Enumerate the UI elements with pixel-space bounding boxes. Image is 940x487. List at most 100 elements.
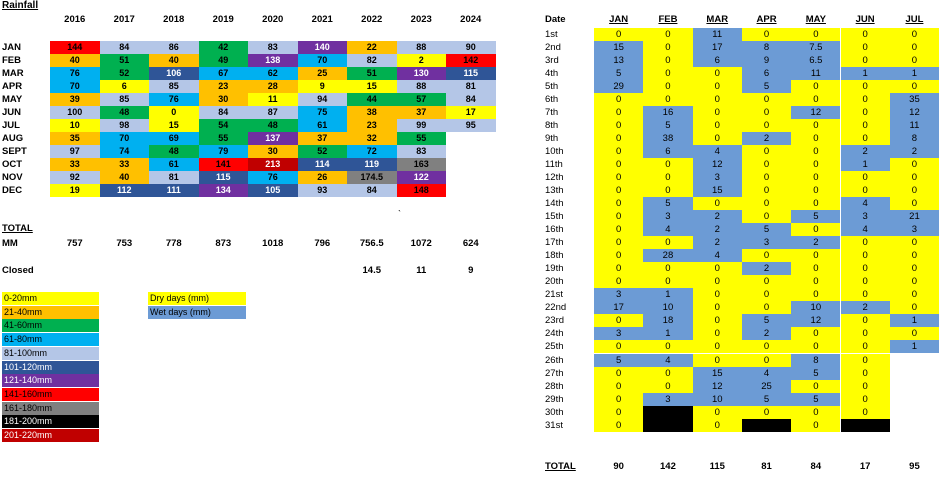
day-label: 4th xyxy=(545,68,559,80)
daily-cell: 6 xyxy=(692,54,742,68)
daily-cell: 0 xyxy=(840,54,890,68)
daily-month-total: 142 xyxy=(660,461,676,472)
daily-cell: 0 xyxy=(692,340,742,354)
daily-cell: 6 xyxy=(741,67,792,81)
daily-cell: 1 xyxy=(643,327,693,341)
rainfall-cell: 122 xyxy=(396,171,446,184)
year-total: 778 xyxy=(165,238,182,249)
day-label: 21st xyxy=(545,289,563,301)
rainfall-cell: 84 xyxy=(446,93,496,106)
daily-cell: 0 xyxy=(741,184,792,198)
rainfall-cell: 137 xyxy=(248,132,298,145)
rainfall-cell: 174.5 xyxy=(347,171,397,184)
daily-cell: 0 xyxy=(889,327,940,341)
day-label: 15th xyxy=(545,211,564,223)
daily-cell: 0 xyxy=(594,145,644,159)
month-label: JAN xyxy=(2,42,22,53)
daily-cell: 0 xyxy=(840,132,890,146)
day-label: 10th xyxy=(545,146,564,158)
rainfall-cell: 83 xyxy=(248,41,298,54)
day-label: 1st xyxy=(545,29,558,40)
daily-cell: 0 xyxy=(643,93,693,107)
daily-cell: 0 xyxy=(840,93,890,107)
daily-month-header: FEB xyxy=(658,14,678,25)
daily-cell: 12 xyxy=(791,106,841,120)
daily-cell: 0 xyxy=(643,366,693,380)
daily-cell: 0 xyxy=(840,171,890,185)
rainfall-cell: 115 xyxy=(446,67,496,80)
daily-cell: 0 xyxy=(594,28,644,41)
daily-cell: 0 xyxy=(840,353,890,367)
year-total: 1018 xyxy=(262,238,284,249)
daily-cell: 0 xyxy=(594,366,644,380)
daily-cell: 8 xyxy=(741,41,792,55)
daily-cell: 11 xyxy=(889,119,940,133)
daily-cell: 2 xyxy=(692,210,742,224)
rainfall-cell: 25 xyxy=(297,67,347,80)
daily-cell: 0 xyxy=(594,236,644,250)
rainfall-cell: 112 xyxy=(99,184,149,197)
rainfall-cell: 28 xyxy=(248,80,298,93)
daily-cell: 0 xyxy=(741,119,792,133)
rainfall-cell: 84 xyxy=(99,41,149,54)
daily-cell: 0 xyxy=(889,171,940,185)
rainfall-cell: 62 xyxy=(248,67,298,80)
sheet-title: Rainfall xyxy=(2,0,39,11)
daily-cell: 0 xyxy=(791,327,841,341)
day-label: 8th xyxy=(545,120,559,132)
daily-cell: 2 xyxy=(741,132,792,146)
daily-cell: 0 xyxy=(791,223,841,237)
daily-cell: 0 xyxy=(791,132,841,146)
day-label: 22nd xyxy=(545,302,567,314)
daily-cell: 4 xyxy=(840,223,890,237)
day-label: 18th xyxy=(545,250,564,262)
rainfall-cell: 23 xyxy=(198,80,248,93)
year-header: 2019 xyxy=(212,14,234,25)
blocked-day-cell xyxy=(643,405,693,419)
daily-cell: 0 xyxy=(594,418,644,432)
daily-cell: 0 xyxy=(889,28,940,41)
daily-cell: 1 xyxy=(889,340,940,354)
year-header: 2023 xyxy=(410,14,432,25)
daily-cell: 2 xyxy=(741,327,792,341)
daily-cell: 4 xyxy=(643,223,693,237)
daily-cell: 0 xyxy=(692,275,742,289)
legend-item: 141-160mm xyxy=(2,387,99,401)
daily-cell: 5 xyxy=(741,392,792,406)
rainfall-cell: 6 xyxy=(99,80,149,93)
daily-cell: 0 xyxy=(840,366,890,380)
year-total: 757 xyxy=(66,238,83,249)
daily-cell: 0 xyxy=(840,288,890,302)
daily-cell: 0 xyxy=(692,93,742,107)
daily-cell: 0 xyxy=(594,210,644,224)
daily-cell: 0 xyxy=(692,314,742,328)
daily-cell: 4 xyxy=(840,197,890,211)
rainfall-cell: 54 xyxy=(198,119,248,132)
daily-cell: 0 xyxy=(840,28,890,41)
month-label: NOV xyxy=(2,172,23,183)
day-label: 24th xyxy=(545,328,564,340)
year-total: 873 xyxy=(215,238,232,249)
daily-cell: 0 xyxy=(741,197,792,211)
daily-cell: 0 xyxy=(889,288,940,302)
rainfall-cell: 30 xyxy=(248,145,298,158)
day-label: 27th xyxy=(545,367,564,379)
daily-cell: 0 xyxy=(692,288,742,302)
daily-cell: 1 xyxy=(840,158,890,172)
daily-cell: 5 xyxy=(741,314,792,328)
year-total: 756.5 xyxy=(359,238,384,249)
rainfall-cell: 79 xyxy=(198,145,248,158)
mm-label: MM xyxy=(2,238,18,249)
rainfall-cell: 119 xyxy=(347,158,397,171)
year-header: 2016 xyxy=(64,14,86,25)
daily-cell: 0 xyxy=(692,301,742,315)
rainfall-cell: 26 xyxy=(297,171,347,184)
day-label: 9th xyxy=(545,133,559,145)
day-label: 31st xyxy=(545,419,563,431)
daily-cell: 0 xyxy=(840,41,890,55)
daily-cell: 0 xyxy=(741,28,792,41)
daily-month-header: JAN xyxy=(609,14,629,25)
rainfall-cell: 40 xyxy=(149,54,199,67)
daily-cell: 2 xyxy=(741,262,792,276)
daily-cell: 0 xyxy=(840,80,890,94)
